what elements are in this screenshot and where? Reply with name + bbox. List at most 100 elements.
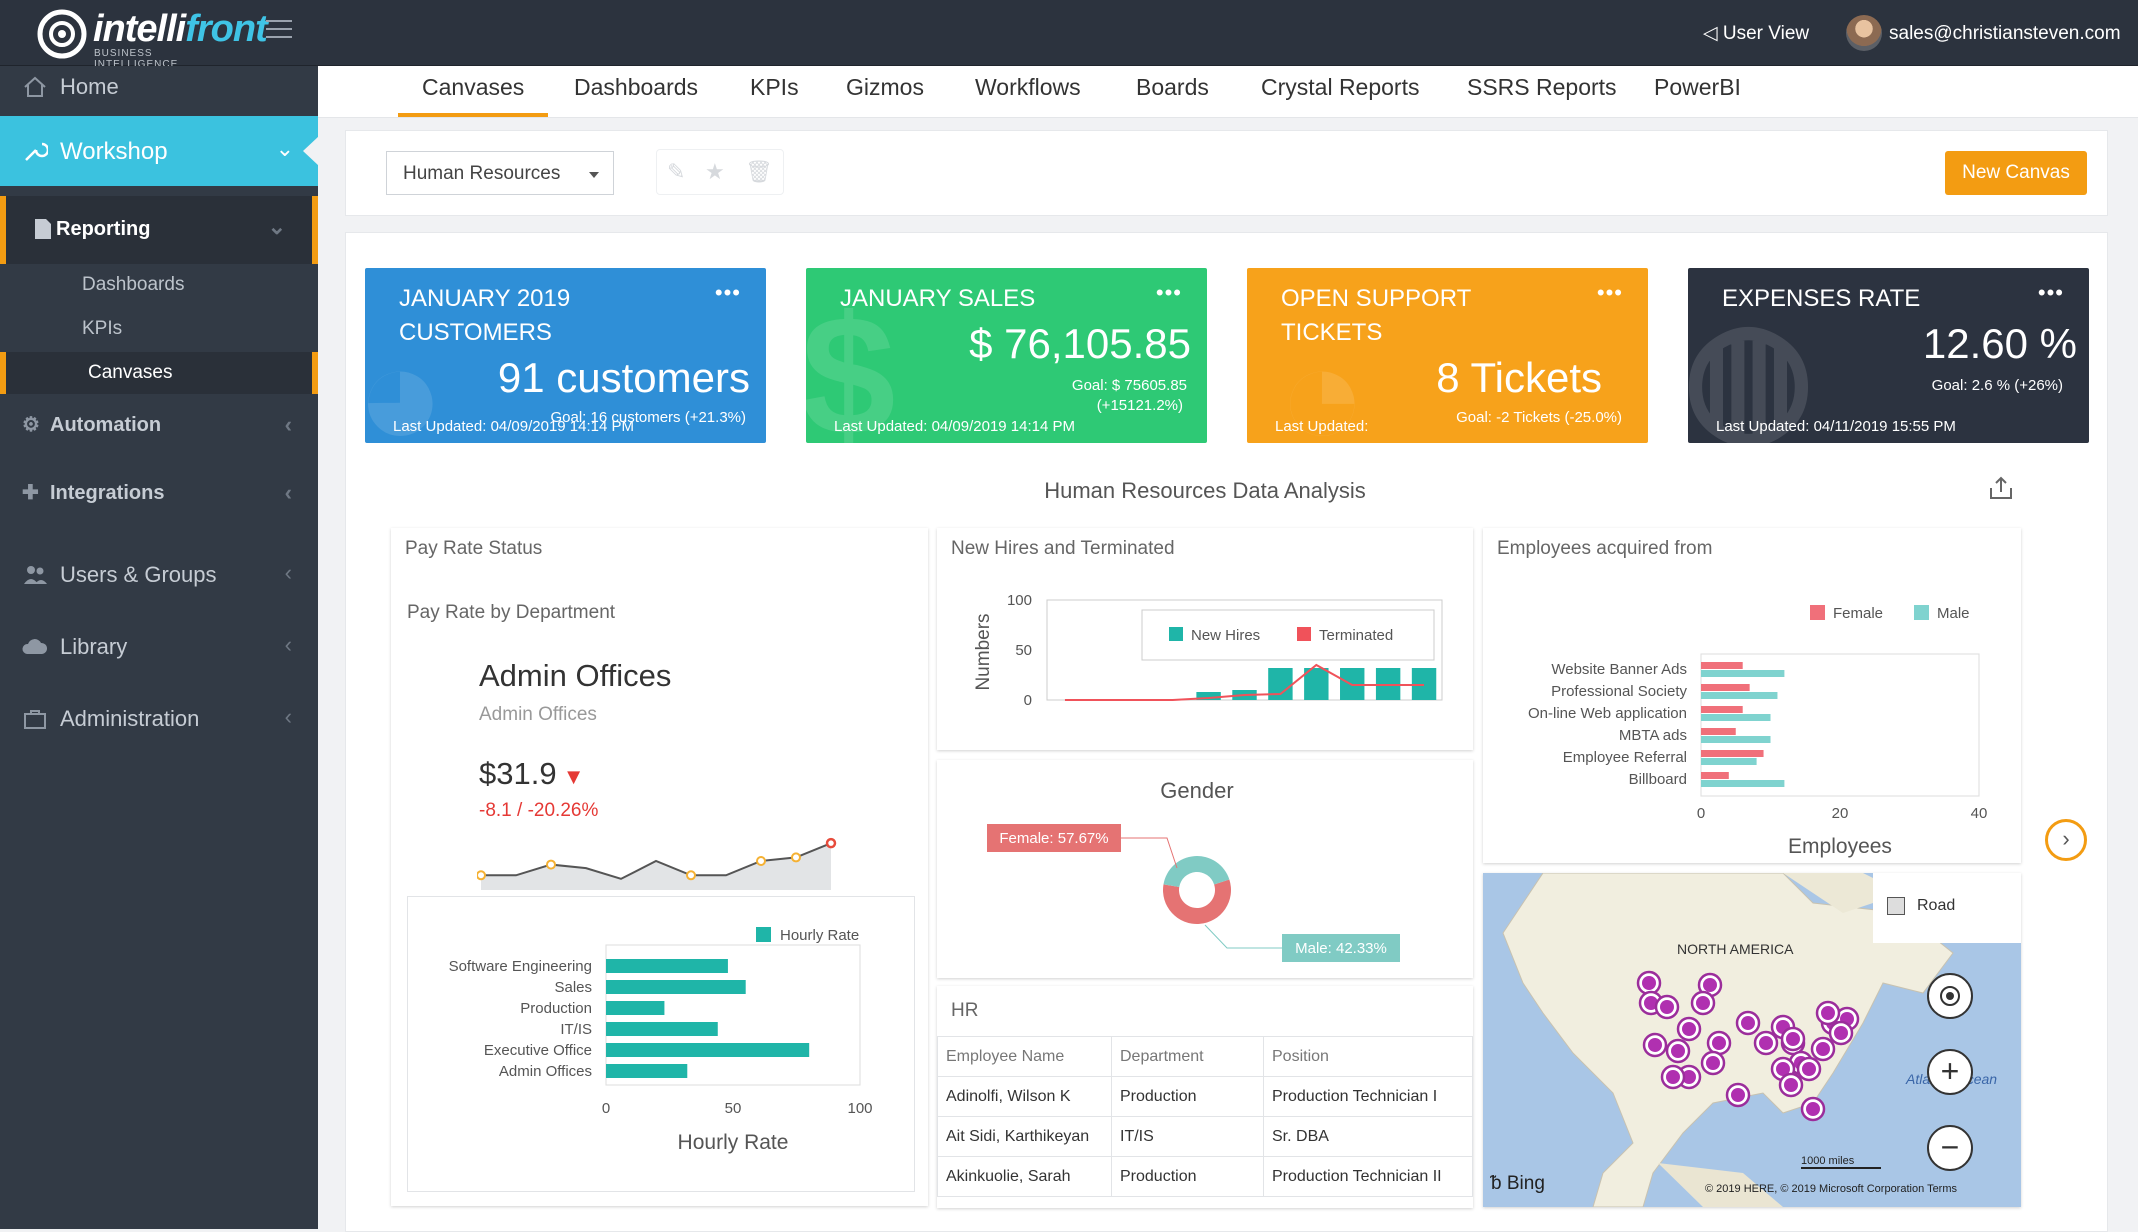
kpi-title: JANUARY SALES bbox=[840, 285, 1036, 312]
kpi-card-expenses[interactable]: ◍ EXPENSES RATE ••• 12.60 % Goal: 2.6 % … bbox=[1688, 268, 2089, 443]
more-options-icon[interactable]: ••• bbox=[2037, 280, 2064, 305]
more-options-icon[interactable]: ••• bbox=[1596, 280, 1623, 305]
next-page-button[interactable]: › bbox=[2045, 819, 2087, 861]
zoom-out-icon[interactable]: − bbox=[1927, 1125, 1973, 1171]
map-pin-dot bbox=[1671, 1044, 1685, 1058]
sidebar-item-administration[interactable]: Administration ‹ bbox=[0, 698, 318, 740]
map-scale: 1000 miles bbox=[1801, 1155, 1881, 1169]
sidebar-item-workshop[interactable]: Workshop ⌄ bbox=[0, 116, 319, 186]
share-icon[interactable] bbox=[1987, 474, 2015, 502]
sparkline-point[interactable] bbox=[791, 852, 801, 863]
column-header[interactable]: Employee Name bbox=[937, 1036, 1112, 1077]
sparkline-point[interactable] bbox=[756, 856, 766, 866]
bar[interactable] bbox=[606, 1064, 688, 1078]
user-view-button[interactable]: ◁ User View bbox=[1703, 22, 1809, 45]
bar[interactable] bbox=[1701, 780, 1785, 787]
x-tick-label: 40 bbox=[1971, 805, 1988, 822]
sparkline-point[interactable] bbox=[477, 870, 486, 881]
trash-icon[interactable]: 🗑 bbox=[745, 159, 773, 184]
bar[interactable] bbox=[606, 1043, 810, 1057]
sidebar-item-library[interactable]: Library ‹ bbox=[0, 626, 318, 668]
sparkline-point[interactable] bbox=[825, 837, 837, 849]
document-icon bbox=[35, 219, 51, 239]
user-email[interactable]: sales@christiansteven.com bbox=[1889, 23, 2121, 44]
sidebar-item-users-groups[interactable]: Users & Groups ‹ bbox=[0, 554, 318, 596]
tab-powerbi[interactable]: PowerBI bbox=[1654, 74, 1741, 100]
kpi-value: 12.60 % bbox=[1922, 320, 2077, 367]
user-avatar[interactable] bbox=[1846, 15, 1882, 51]
bar[interactable] bbox=[1701, 692, 1778, 699]
bing-brand: Bing bbox=[1506, 1173, 1545, 1194]
bar[interactable] bbox=[1701, 670, 1785, 677]
kpi-card-sales[interactable]: $ JANUARY SALES ••• $ 76,105.85 Goal: $ … bbox=[806, 268, 1207, 443]
bar[interactable] bbox=[1196, 692, 1221, 700]
table-row[interactable]: Akinkuolie, Sarah Production Production Te… bbox=[937, 1156, 1473, 1197]
locate-me-icon[interactable] bbox=[1927, 973, 1973, 1019]
sidebar-item-label: Reporting bbox=[56, 218, 151, 240]
sidebar-item-label: Workshop bbox=[60, 138, 168, 165]
table-row[interactable]: Adinolfi, Wilson K Production Production T… bbox=[937, 1076, 1473, 1117]
sidebar-subitem-kpis[interactable]: KPIs bbox=[0, 308, 318, 350]
bar[interactable] bbox=[1701, 662, 1743, 669]
zoom-in-icon[interactable]: + bbox=[1927, 1049, 1973, 1095]
star-icon[interactable]: ★ bbox=[705, 159, 725, 184]
bar[interactable] bbox=[606, 980, 746, 994]
canvas-toolbar: Human Resources ✎ ★ 🗑 New Canvas bbox=[345, 130, 2108, 216]
tab-kpis[interactable]: KPIs bbox=[750, 74, 799, 100]
kpi-card-tickets[interactable]: ◔ OPEN SUPPORT TICKETS ••• 8 Tickets Goa… bbox=[1247, 268, 1648, 443]
sidebar-subitem-canvases[interactable]: Canvases bbox=[0, 352, 318, 394]
employee-map[interactable]: Road NORTH AMERICA Atlantic Ocean + − 10… bbox=[1483, 873, 2021, 1207]
sidebar-item-integrations[interactable]: ✚ Integrations ‹ bbox=[0, 476, 318, 516]
tab-workflows[interactable]: Workflows bbox=[975, 74, 1081, 100]
bar[interactable] bbox=[1304, 668, 1329, 700]
sidebar-item-automation[interactable]: ⚙ Automation ‹ bbox=[0, 408, 318, 448]
sidebar-subitem-dashboards[interactable]: Dashboards bbox=[0, 264, 318, 306]
tab-ssrs-reports[interactable]: SSRS Reports bbox=[1467, 74, 1617, 100]
table-row[interactable]: Ait Sidi, Karthikeyan IT/IS Sr. DBA bbox=[937, 1116, 1473, 1157]
tab-boards[interactable]: Boards bbox=[1136, 74, 1209, 100]
pie-slice[interactable] bbox=[1163, 879, 1231, 924]
sidebar-item-reporting[interactable]: Reporting ⌄ bbox=[0, 196, 318, 264]
employees-acquired-chart: Female Male Website Banner Ads Professional… bbox=[1528, 605, 1988, 858]
more-options-icon[interactable]: ••• bbox=[714, 280, 741, 305]
pencil-icon[interactable]: ✎ bbox=[667, 159, 686, 184]
map-style-selector[interactable]: Road bbox=[1873, 873, 2021, 943]
sparkline-point[interactable] bbox=[546, 859, 556, 870]
sidebar-item-home[interactable]: Home bbox=[0, 66, 318, 108]
tab-dashboards[interactable]: Dashboards bbox=[574, 74, 699, 100]
sparkline-point[interactable] bbox=[686, 870, 696, 881]
bar[interactable] bbox=[1701, 684, 1750, 691]
column-header[interactable]: Department bbox=[1111, 1036, 1264, 1077]
tab-crystal-reports[interactable]: Crystal Reports bbox=[1261, 74, 1420, 100]
bar[interactable] bbox=[1701, 728, 1736, 735]
column-header[interactable]: Position bbox=[1263, 1036, 1473, 1077]
y-tick-label: 50 bbox=[1015, 642, 1032, 659]
bar[interactable] bbox=[1701, 772, 1729, 779]
tab-canvases[interactable]: Canvases bbox=[398, 74, 549, 117]
briefcase-icon bbox=[24, 710, 46, 729]
new-canvas-button[interactable]: New Canvas bbox=[1945, 151, 2087, 195]
tab-gizmos[interactable]: Gizmos bbox=[846, 74, 924, 100]
chevron-left-icon: ‹ bbox=[284, 632, 292, 657]
terminated-line[interactable] bbox=[1064, 663, 1425, 701]
y-tick-label: Executive Office bbox=[484, 1042, 592, 1059]
bar[interactable] bbox=[606, 1022, 718, 1036]
bar[interactable] bbox=[1701, 758, 1757, 765]
more-options-icon[interactable]: ••• bbox=[1155, 280, 1182, 305]
kpi-updated: Last Updated: bbox=[1275, 418, 1369, 435]
bar[interactable] bbox=[1701, 750, 1764, 757]
bar[interactable] bbox=[1701, 706, 1743, 713]
map-copyright: © 2019 HERE, © 2019 Microsoft Corporatio… bbox=[1705, 1183, 1925, 1195]
map-terms-link[interactable]: Terms bbox=[1927, 1183, 1958, 1195]
hamburger-menu-icon[interactable] bbox=[266, 20, 292, 40]
pie-slice[interactable] bbox=[1163, 856, 1230, 887]
x-axis-label: Employees bbox=[1788, 835, 1892, 858]
app-logo[interactable]: intellifront BUSINESS INTELLIGENCE bbox=[36, 8, 268, 70]
bar[interactable] bbox=[1701, 736, 1771, 743]
map-pin-dot bbox=[1682, 1022, 1696, 1036]
bar[interactable] bbox=[1701, 714, 1771, 721]
bar[interactable] bbox=[606, 1001, 665, 1015]
bar[interactable] bbox=[606, 959, 728, 973]
kpi-card-customers[interactable]: ◕ JANUARY 2019 CUSTOMERS ••• 91 customer… bbox=[365, 268, 766, 443]
canvas-select[interactable]: Human Resources bbox=[386, 151, 614, 195]
